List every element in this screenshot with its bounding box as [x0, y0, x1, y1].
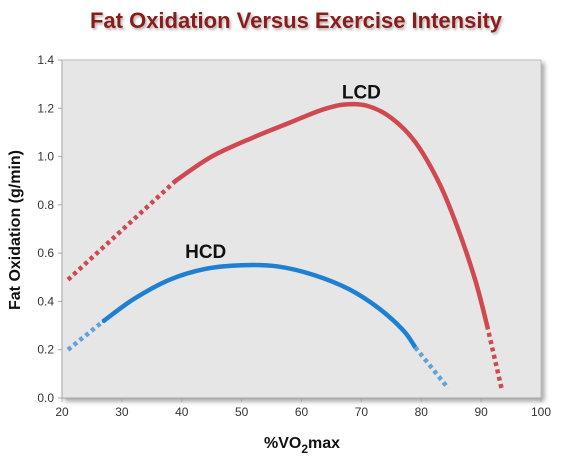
- x-axis-label-tail: max: [308, 435, 340, 452]
- hcd-solid-line: [101, 262, 418, 350]
- x-axis-label: %VO2max: [264, 435, 340, 456]
- x-tick-labels: 20 30 40 50 60 70 80 90 100: [55, 398, 551, 419]
- lcd-solid-line: [173, 101, 490, 328]
- x-tick-label: 90: [474, 405, 488, 419]
- y-axis-label: Fat Oxidation (g/min): [7, 150, 24, 310]
- x-tick-label: 70: [355, 405, 369, 419]
- y-tick-label: 0.4: [37, 294, 54, 308]
- x-tick-label: 40: [175, 405, 189, 419]
- x-tick-label: 30: [115, 405, 129, 419]
- series-labels: LCD HCD: [185, 83, 381, 263]
- chart-title: Fat Oxidation Versus Exercise Intensity: [90, 8, 503, 33]
- x-axis-label-main: %VO: [264, 435, 301, 452]
- y-tick-label: 0.8: [37, 198, 54, 212]
- hcd-dotted-start-line: [66, 318, 106, 352]
- y-tick-label: 1.0: [37, 150, 54, 164]
- y-tick-label: 1.4: [37, 53, 54, 67]
- y-tick-label: 0.0: [37, 391, 54, 405]
- series-lines: [66, 101, 505, 392]
- y-tick-label: 1.2: [37, 101, 54, 115]
- x-tick-label: 80: [415, 405, 429, 419]
- plot-area: [61, 59, 542, 399]
- x-tick-label: 20: [55, 405, 69, 419]
- x-axis-label-subscript: 2: [301, 442, 308, 456]
- y-tick-label: 0.6: [37, 246, 54, 260]
- y-tick-label: 0.2: [37, 343, 54, 357]
- lcd-dotted-start-line: [66, 179, 178, 282]
- lcd-series-label: LCD: [342, 83, 381, 104]
- lcd-dotted-end-line: [484, 325, 505, 392]
- y-tick-labels: 0.0 0.2 0.4 0.6 0.8 1.0 1.2 1.4: [37, 53, 62, 405]
- hcd-series-label: HCD: [185, 242, 226, 263]
- x-tick-label: 50: [235, 405, 249, 419]
- x-tick-label: 100: [531, 405, 551, 419]
- x-tick-label: 60: [295, 405, 309, 419]
- hcd-dotted-end-line: [413, 345, 450, 390]
